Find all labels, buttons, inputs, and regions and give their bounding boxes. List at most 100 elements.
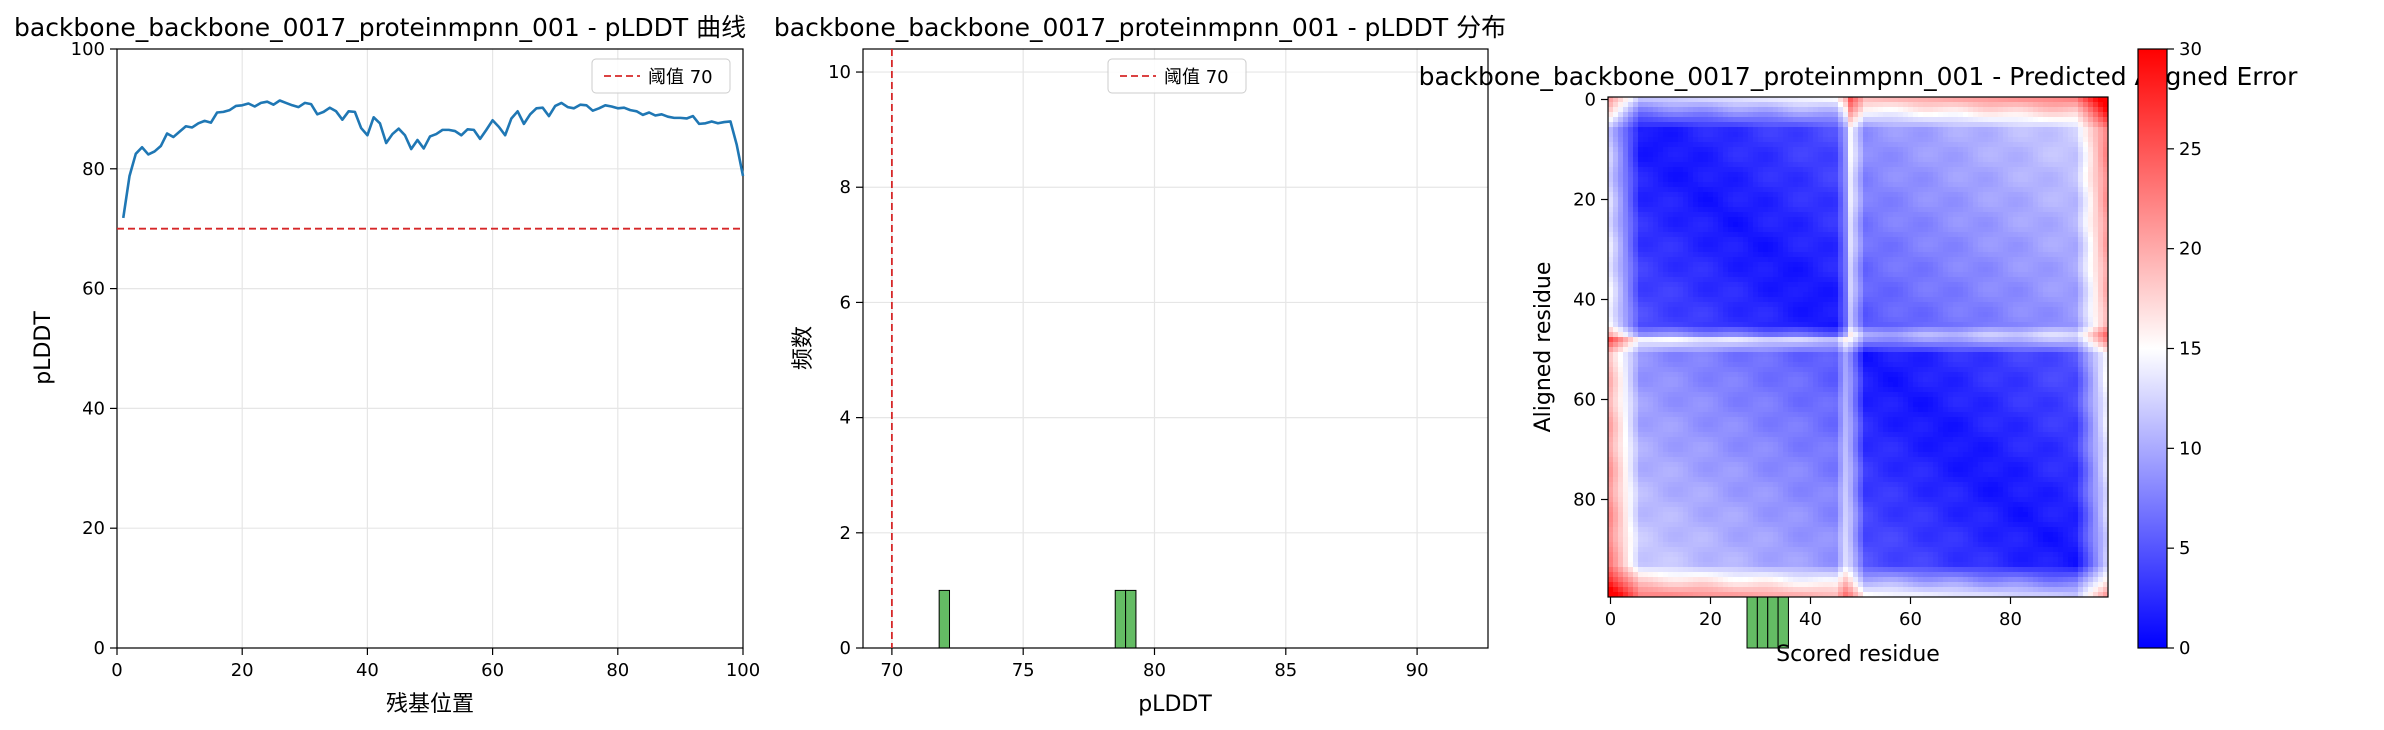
heatmap-cell	[2028, 312, 2034, 318]
heatmap-cell	[1978, 222, 1984, 228]
heatmap-cell	[1743, 297, 1749, 303]
heatmap-cell	[1618, 177, 1624, 183]
heatmap-cell	[1643, 212, 1649, 218]
heatmap-cell	[1768, 282, 1774, 288]
heatmap-cell	[1993, 137, 1999, 143]
heatmap-cell	[1978, 117, 1984, 123]
heatmap-cell	[1763, 322, 1769, 328]
heatmap-cell	[2013, 257, 2019, 263]
heatmap-cell	[1703, 152, 1709, 158]
heatmap-cell	[1893, 212, 1899, 218]
heatmap-cell	[2028, 317, 2034, 323]
heatmap-cell	[2078, 217, 2084, 223]
heatmap-cell	[1763, 257, 1769, 263]
heatmap-cell	[1628, 237, 1634, 243]
heatmap-cell	[1723, 112, 1729, 118]
heatmap-cell	[1918, 277, 1924, 283]
heatmap-cell	[1703, 237, 1709, 243]
heatmap-cell	[1618, 107, 1624, 113]
heatmap-cell	[1688, 142, 1694, 148]
heatmap-cell	[1688, 107, 1694, 113]
heatmap-cell	[1778, 97, 1784, 103]
heatmap-cell	[1768, 162, 1774, 168]
heatmap-cell	[1778, 257, 1784, 263]
heatmap-cell	[1773, 152, 1779, 158]
heatmap-cell	[1793, 322, 1799, 328]
heatmap-cell	[2028, 232, 2034, 238]
heatmap-cell	[1668, 217, 1674, 223]
heatmap-cell	[1948, 212, 1954, 218]
heatmap-cell	[2048, 177, 2054, 183]
heatmap-cell	[1868, 192, 1874, 198]
heatmap-cell	[2068, 122, 2074, 128]
heatmap-cell	[1683, 282, 1689, 288]
heatmap-cell	[1893, 172, 1899, 178]
heatmap-cell	[2093, 322, 2099, 328]
heatmap-cell	[1983, 127, 1989, 133]
heatmap-cell	[1878, 207, 1884, 213]
heatmap-cell	[2013, 222, 2019, 228]
heatmap-cell	[1843, 312, 1849, 318]
heatmap-cell	[2023, 282, 2029, 288]
heatmap-cell	[1613, 142, 1619, 148]
heatmap-cell	[2013, 142, 2019, 148]
heatmap-cell	[2063, 327, 2069, 333]
heatmap-cell	[1653, 272, 1659, 278]
heatmap-cell	[1773, 177, 1779, 183]
heatmap-cell	[1698, 312, 1704, 318]
heatmap-cell	[1853, 182, 1859, 188]
heatmap-cell	[1908, 267, 1914, 273]
heatmap-cell	[2078, 257, 2084, 263]
heatmap-cell	[1883, 327, 1889, 333]
heatmap-cell	[2078, 152, 2084, 158]
heatmap-cell	[1718, 97, 1724, 103]
heatmap-cell	[1733, 197, 1739, 203]
heatmap-cell	[2008, 242, 2014, 248]
heatmap-cell	[1613, 207, 1619, 213]
heatmap-cell	[1758, 222, 1764, 228]
heatmap-cell	[1703, 337, 1709, 343]
heatmap-cell	[1753, 197, 1759, 203]
heatmap-cell	[1878, 187, 1884, 193]
heatmap-cell	[2093, 197, 2099, 203]
heatmap-cell	[1763, 117, 1769, 123]
heatmap-cell	[2053, 232, 2059, 238]
heatmap-cell	[1933, 302, 1939, 308]
heatmap-cell	[2008, 322, 2014, 328]
heatmap-cell	[1698, 302, 1704, 308]
heatmap-cell	[1858, 237, 1864, 243]
heatmap-cell	[1798, 262, 1804, 268]
heatmap-cell	[1868, 152, 1874, 158]
heatmap-cell	[1708, 117, 1714, 123]
heatmap-cell	[1653, 327, 1659, 333]
heatmap-cell	[1863, 187, 1869, 193]
heatmap-cell	[1758, 247, 1764, 253]
heatmap-cell	[1613, 292, 1619, 298]
heatmap-cell	[1788, 237, 1794, 243]
heatmap-cell	[1638, 207, 1644, 213]
heatmap-cell	[1643, 242, 1649, 248]
heatmap-cell	[1903, 97, 1909, 103]
heatmap-cell	[1903, 267, 1909, 273]
heatmap-cell	[1838, 147, 1844, 153]
heatmap-cell	[1918, 157, 1924, 163]
heatmap-cell	[1973, 127, 1979, 133]
heatmap-cell	[1908, 192, 1914, 198]
heatmap-cell	[1938, 202, 1944, 208]
heatmap-cell	[1998, 242, 2004, 248]
heatmap-cell	[2033, 287, 2039, 293]
heatmap-cell	[2088, 242, 2094, 248]
heatmap-cell	[2038, 107, 2044, 113]
heatmap-cell	[1788, 152, 1794, 158]
heatmap-cell	[1828, 97, 1834, 103]
heatmap-cell	[1768, 317, 1774, 323]
heatmap-cell	[1913, 102, 1919, 108]
heatmap-cell	[1808, 212, 1814, 218]
heatmap-cell	[1948, 122, 1954, 128]
heatmap-cell	[1913, 112, 1919, 118]
heatmap-cell	[1933, 182, 1939, 188]
heatmap-cell	[2068, 337, 2074, 343]
heatmap-cell	[2048, 167, 2054, 173]
heatmap-cell	[1898, 192, 1904, 198]
heatmap-cell	[1693, 247, 1699, 253]
